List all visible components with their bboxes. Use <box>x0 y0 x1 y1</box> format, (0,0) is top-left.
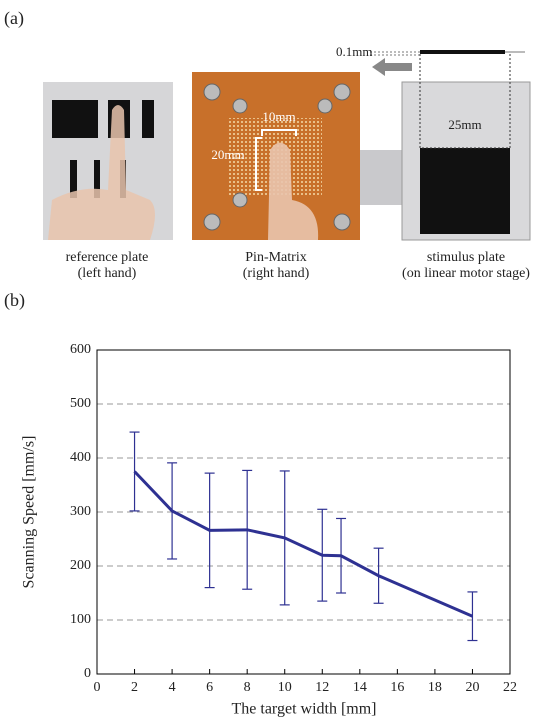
y-tick-label: 0 <box>84 666 91 681</box>
x-tick-label: 14 <box>353 680 367 695</box>
y-axis-label: Scanning Speed [mm/s] <box>21 436 38 589</box>
x-tick-label: 2 <box>131 680 138 695</box>
reference-bar <box>94 160 100 198</box>
panel-label: (a) <box>4 8 24 29</box>
y-tick-label: 200 <box>70 558 91 573</box>
caption: (on linear motor stage) <box>402 266 530 281</box>
hand <box>48 105 155 240</box>
x-tick-label: 0 <box>94 680 101 695</box>
y-tick-label: 500 <box>70 396 91 411</box>
y-tick-label: 100 <box>70 612 91 627</box>
caption: Pin-Matrix <box>245 250 306 265</box>
reference-bar <box>142 100 154 138</box>
annotation: 10mm <box>262 109 295 124</box>
x-tick-label: 12 <box>315 680 329 695</box>
caption: (left hand) <box>78 266 137 281</box>
caption: stimulus plate <box>427 250 505 265</box>
line <box>133 470 474 618</box>
panel-label: (b) <box>4 290 25 311</box>
arrow <box>372 58 412 76</box>
caption: reference plate <box>66 250 149 265</box>
x-tick-label: 6 <box>206 680 213 695</box>
y-tick-label: 600 <box>70 342 91 357</box>
x-tick-label: 8 <box>244 680 251 695</box>
annotation: 25mm <box>448 117 481 132</box>
stimulus-block <box>420 148 510 234</box>
motor-stage <box>360 150 404 205</box>
annotation: 20mm <box>211 147 244 162</box>
x-tick-label: 20 <box>465 680 479 695</box>
reference-bar <box>70 160 77 198</box>
reference-bar <box>52 100 98 138</box>
photo: 10mm 20mm 0.1mm 25mm <box>43 44 531 241</box>
plot-frame <box>96 349 511 675</box>
x-axis-label: The target width [mm] <box>232 701 377 718</box>
y-tick-label: 400 <box>70 450 91 465</box>
y-tick-label: 300 <box>70 504 91 519</box>
x-tick-label: 16 <box>390 680 404 695</box>
x-tick-label: 18 <box>428 680 442 695</box>
x-tick-label: 22 <box>503 680 517 695</box>
annotation: 0.1mm <box>336 44 372 59</box>
caption: (right hand) <box>243 266 310 281</box>
x-tick-label: 10 <box>278 680 292 695</box>
x-tick-label: 4 <box>169 680 176 695</box>
hand <box>268 142 319 240</box>
